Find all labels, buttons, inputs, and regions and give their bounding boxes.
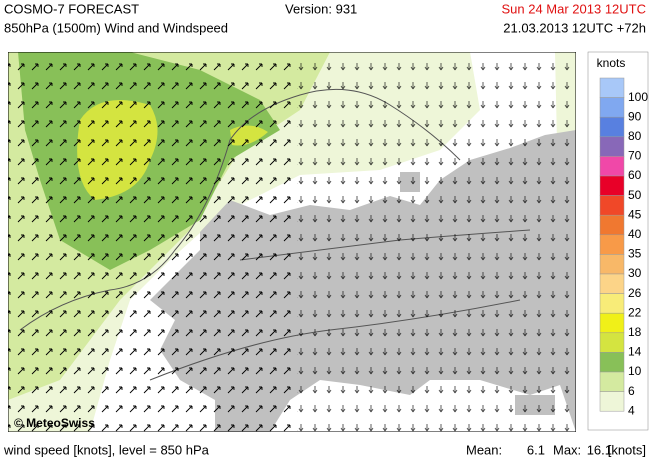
map-credit: © MeteoSwiss: [14, 416, 95, 430]
legend-label: 30: [628, 266, 642, 280]
legend-label: 90: [628, 109, 642, 123]
legend-swatch: [599, 156, 625, 177]
legend-label: 26: [628, 286, 642, 300]
max-value: 16.1: [587, 442, 612, 457]
legend-swatch: [599, 136, 625, 157]
legend-swatch: [599, 312, 625, 334]
legend-swatch: [599, 391, 625, 412]
legend-swatch: [599, 273, 625, 294]
legend-label: 6: [628, 384, 635, 398]
legend-swatch: [599, 254, 625, 275]
legend-label: 22: [628, 305, 642, 319]
title: COSMO-7 FORECAST: [4, 1, 139, 16]
mean-label: Mean:: [466, 442, 502, 457]
legend-label: 40: [628, 227, 642, 241]
legend-label: 50: [628, 188, 642, 202]
subtitle: 850hPa (1500m) Wind and Windspeed: [4, 20, 228, 35]
legend-label: 10: [628, 364, 642, 378]
legend-swatch: [599, 371, 625, 392]
valid-time: Sun 24 Mar 2013 12UTC: [501, 1, 646, 16]
footer-description: wind speed [knots], level = 850 hPa: [3, 442, 210, 457]
legend-label: 4: [628, 403, 635, 417]
legend-label: 45: [628, 207, 642, 221]
legend-label: 14: [628, 345, 642, 359]
legend-unit: knots: [597, 56, 626, 70]
legend-swatch: [599, 352, 625, 373]
run-time: 21.03.2013 12UTC +72h: [503, 20, 646, 35]
legend-swatch: [599, 116, 625, 138]
legend-label: 60: [628, 168, 642, 182]
legend-swatch: [599, 234, 625, 255]
max-label: Max:: [553, 442, 581, 457]
legend-swatch: [599, 195, 625, 216]
mean-value: 6.1: [527, 442, 545, 457]
map: [8, 52, 576, 432]
legend-swatch: [599, 332, 625, 353]
unit: [knots]: [608, 442, 646, 457]
legend-label: 80: [628, 129, 642, 143]
legend-label: 35: [628, 247, 642, 261]
legend-swatch: [599, 214, 625, 236]
version: Version: 931: [285, 1, 357, 16]
legend-swatch: [599, 175, 625, 196]
legend-label: 100: [628, 90, 648, 104]
legend: 100 90 80 70 60 50 45 40 35 30 26 22 18 14 10 6 4: [599, 77, 648, 417]
legend-swatch: [599, 97, 625, 118]
legend-label: 18: [628, 325, 642, 339]
legend-label: 70: [628, 149, 642, 163]
legend-swatch: [599, 77, 625, 98]
legend-swatch: [599, 293, 625, 314]
